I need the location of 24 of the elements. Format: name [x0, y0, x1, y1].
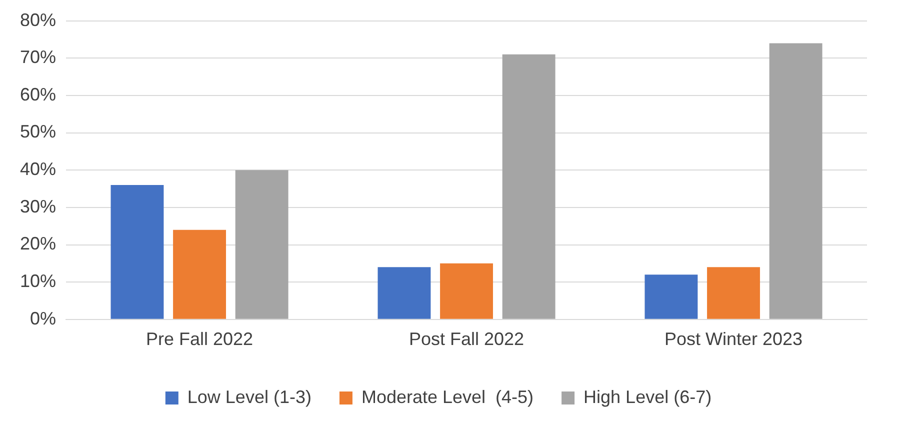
y-tick-label: 40% [20, 159, 56, 180]
legend-label: Low Level (1-3) [187, 386, 312, 407]
y-tick-label: 50% [20, 122, 56, 142]
y-tick-label: 30% [20, 196, 56, 216]
bar [110, 185, 164, 319]
y-tick-label: 10% [20, 271, 56, 292]
y-tick-label: 20% [20, 234, 56, 254]
bar [173, 230, 226, 319]
y-tick-label: 60% [20, 84, 56, 104]
bar [440, 263, 493, 319]
x-tick-label: Pre Fall 2022 [146, 329, 254, 350]
bar [707, 267, 760, 319]
legend-label: Moderate Level (4-5) [361, 386, 534, 407]
bar [769, 43, 822, 319]
y-tick-label: 70% [20, 47, 56, 68]
y-tick-label: 80% [20, 10, 56, 30]
bar [378, 267, 431, 319]
x-tick-label: Post Fall 2022 [408, 329, 524, 350]
x-tick-label: Post Winter 2023 [664, 329, 803, 350]
bar [644, 274, 698, 319]
legend-label: High Level (6-7) [584, 386, 712, 407]
bar [235, 170, 288, 319]
y-tick-label: 0% [30, 308, 56, 328]
bar [502, 54, 556, 319]
